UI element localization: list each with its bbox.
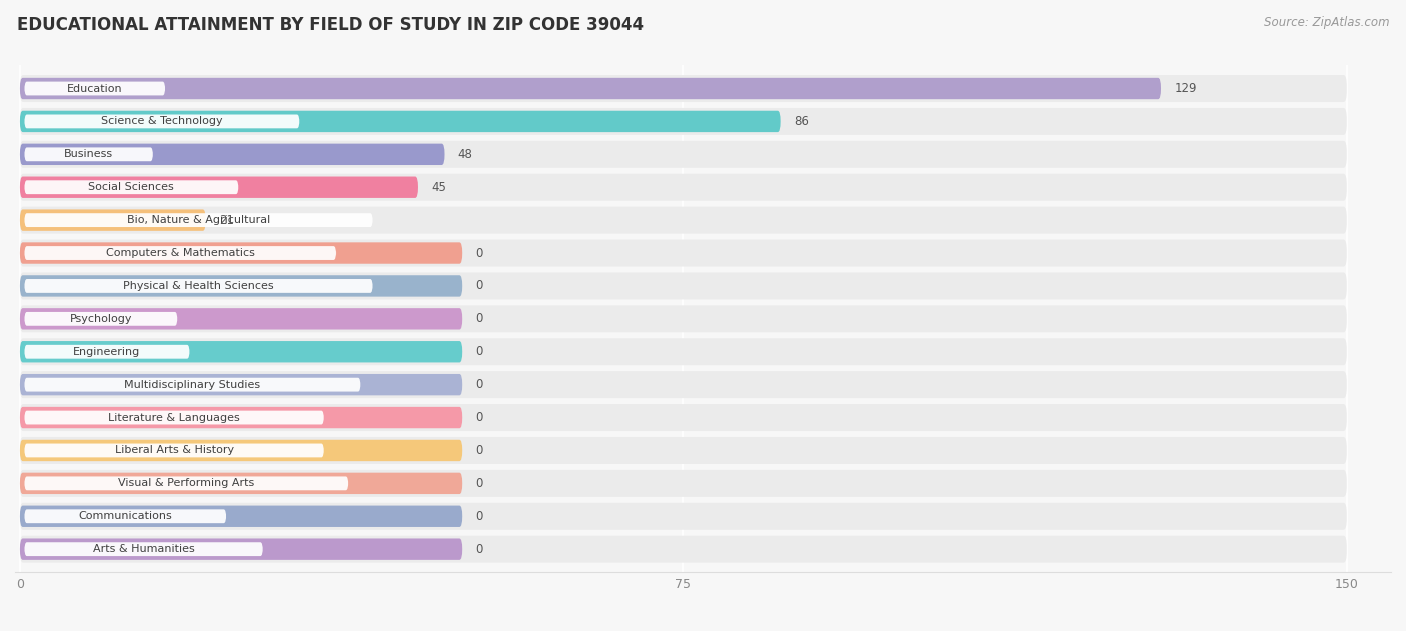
FancyBboxPatch shape [20,407,463,428]
FancyBboxPatch shape [24,114,299,128]
Text: 0: 0 [475,477,482,490]
Text: 0: 0 [475,312,482,326]
FancyBboxPatch shape [20,505,463,527]
Text: 0: 0 [475,444,482,457]
FancyBboxPatch shape [20,305,1347,333]
FancyBboxPatch shape [20,437,1347,464]
Text: 0: 0 [475,543,482,556]
FancyBboxPatch shape [20,206,1347,233]
FancyBboxPatch shape [24,411,323,425]
Text: 48: 48 [458,148,472,161]
Text: 0: 0 [475,345,482,358]
FancyBboxPatch shape [20,108,1347,135]
FancyBboxPatch shape [20,273,1347,300]
Text: Liberal Arts & History: Liberal Arts & History [114,445,233,456]
Text: EDUCATIONAL ATTAINMENT BY FIELD OF STUDY IN ZIP CODE 39044: EDUCATIONAL ATTAINMENT BY FIELD OF STUDY… [17,16,644,34]
FancyBboxPatch shape [20,341,463,362]
FancyBboxPatch shape [20,473,463,494]
FancyBboxPatch shape [20,538,463,560]
FancyBboxPatch shape [24,180,239,194]
FancyBboxPatch shape [20,177,418,198]
FancyBboxPatch shape [20,78,1161,99]
FancyBboxPatch shape [24,509,226,523]
Text: Business: Business [65,150,114,159]
FancyBboxPatch shape [20,503,1347,530]
FancyBboxPatch shape [24,476,349,490]
FancyBboxPatch shape [20,404,1347,431]
FancyBboxPatch shape [24,213,373,227]
Text: Psychology: Psychology [70,314,132,324]
FancyBboxPatch shape [24,312,177,326]
FancyBboxPatch shape [24,81,165,95]
FancyBboxPatch shape [20,308,463,329]
Text: 0: 0 [475,411,482,424]
Text: Computers & Mathematics: Computers & Mathematics [105,248,254,258]
FancyBboxPatch shape [24,378,360,392]
Text: Arts & Humanities: Arts & Humanities [93,544,194,554]
Text: Multidisciplinary Studies: Multidisciplinary Studies [124,380,260,390]
FancyBboxPatch shape [20,75,1347,102]
FancyBboxPatch shape [20,440,463,461]
FancyBboxPatch shape [20,374,463,396]
Text: Source: ZipAtlas.com: Source: ZipAtlas.com [1264,16,1389,29]
FancyBboxPatch shape [20,275,463,297]
FancyBboxPatch shape [20,242,463,264]
FancyBboxPatch shape [24,279,373,293]
Text: Communications: Communications [79,511,172,521]
Text: 21: 21 [219,214,233,227]
FancyBboxPatch shape [20,174,1347,201]
Text: Bio, Nature & Agricultural: Bio, Nature & Agricultural [127,215,270,225]
FancyBboxPatch shape [20,144,444,165]
Text: Education: Education [67,83,122,93]
FancyBboxPatch shape [20,141,1347,168]
Text: 0: 0 [475,510,482,522]
Text: 86: 86 [794,115,808,128]
FancyBboxPatch shape [20,470,1347,497]
FancyBboxPatch shape [24,542,263,556]
FancyBboxPatch shape [24,148,153,162]
Text: 45: 45 [432,180,446,194]
Text: 129: 129 [1174,82,1197,95]
FancyBboxPatch shape [20,209,205,231]
Text: Physical & Health Sciences: Physical & Health Sciences [124,281,274,291]
FancyBboxPatch shape [20,338,1347,365]
FancyBboxPatch shape [20,240,1347,266]
Text: Literature & Languages: Literature & Languages [108,413,240,423]
Text: Social Sciences: Social Sciences [89,182,174,192]
Text: Visual & Performing Arts: Visual & Performing Arts [118,478,254,488]
FancyBboxPatch shape [20,371,1347,398]
Text: 0: 0 [475,280,482,292]
Text: 0: 0 [475,247,482,259]
FancyBboxPatch shape [20,110,780,132]
Text: 0: 0 [475,378,482,391]
Text: Science & Technology: Science & Technology [101,116,222,126]
Text: Engineering: Engineering [73,347,141,357]
FancyBboxPatch shape [24,345,190,358]
FancyBboxPatch shape [20,536,1347,563]
FancyBboxPatch shape [24,444,323,457]
FancyBboxPatch shape [24,246,336,260]
